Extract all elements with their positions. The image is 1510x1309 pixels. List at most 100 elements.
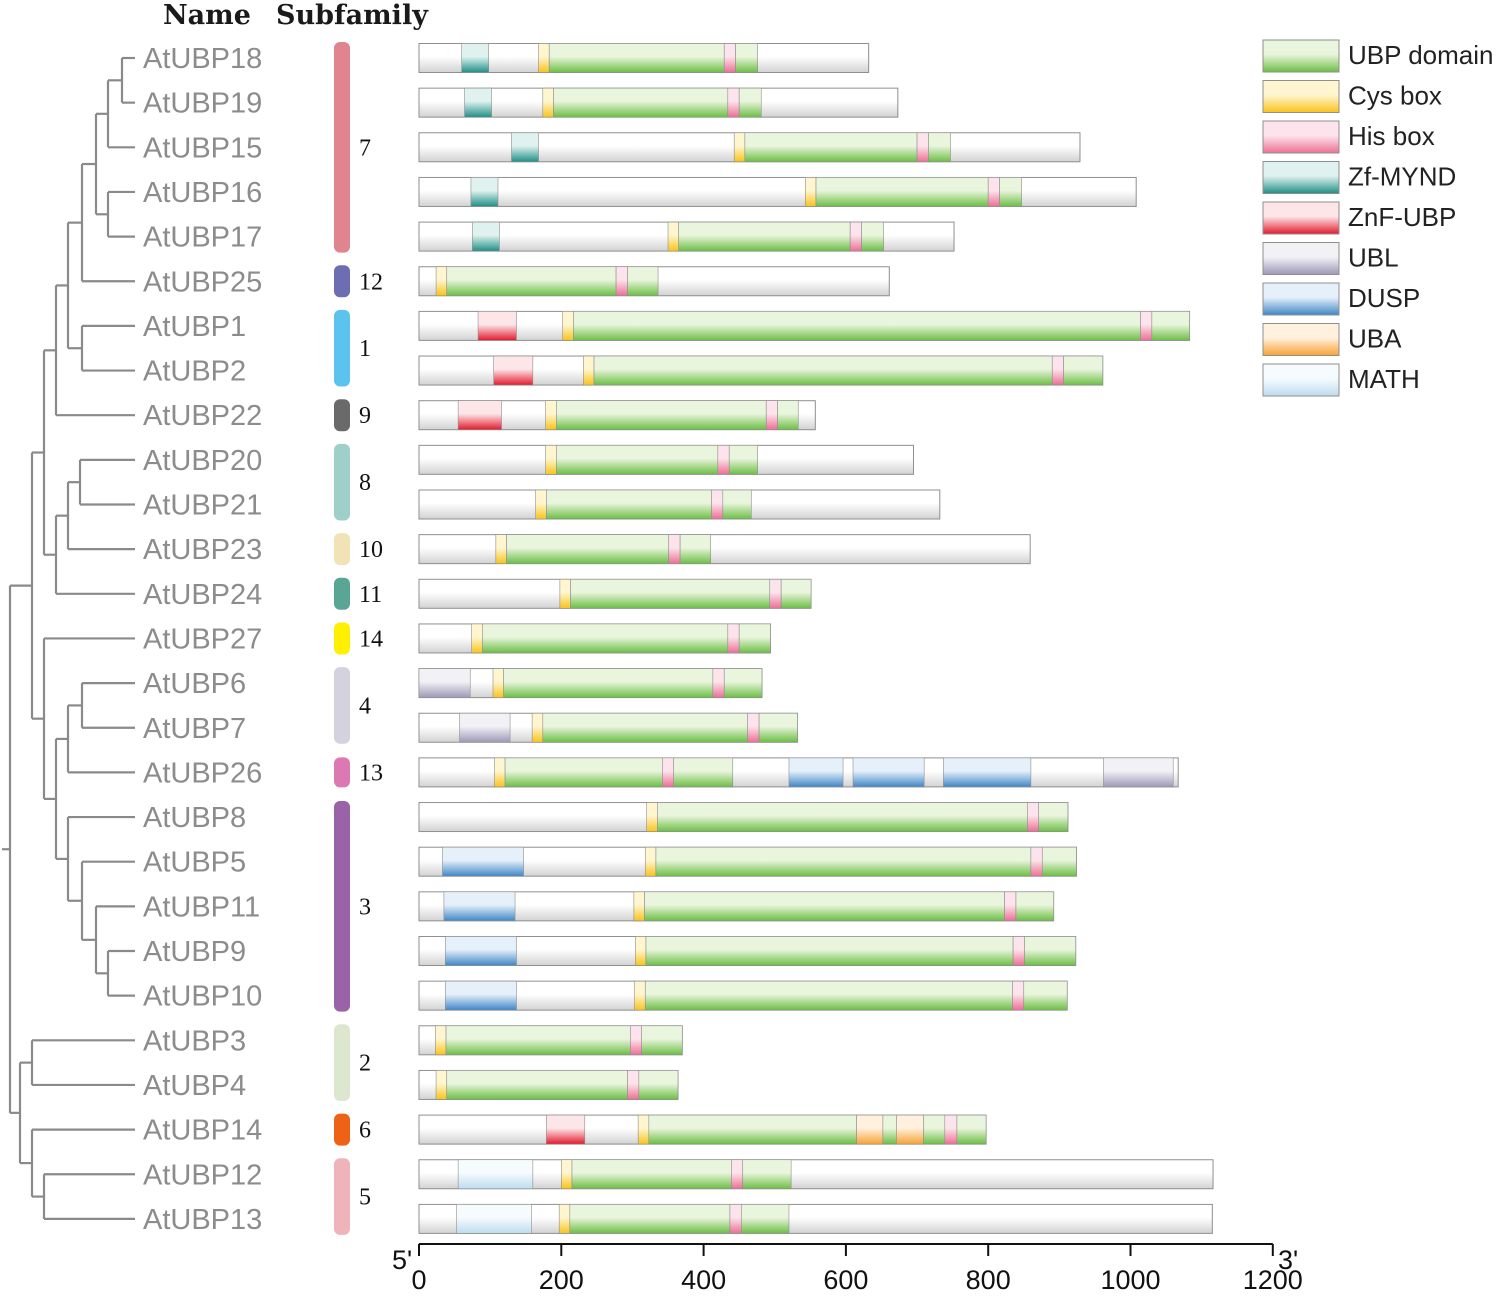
his-domain-segment bbox=[727, 87, 740, 118]
ubp-domain-segment bbox=[735, 43, 758, 73]
gene-bar-atubp4 bbox=[418, 1069, 679, 1100]
cys-domain-segment bbox=[562, 311, 574, 341]
ubp-domain-segment bbox=[645, 936, 1014, 966]
gene-label-atubp18: AtUBP18 bbox=[143, 43, 262, 75]
his-domain-segment bbox=[849, 221, 862, 252]
his-domain-segment bbox=[662, 757, 675, 788]
length-axis: 5' 3' 0 200 400 600 800 1000 1200 bbox=[392, 1243, 1303, 1295]
his-domain-segment bbox=[711, 489, 724, 520]
five-prime-label: 5' bbox=[392, 1245, 412, 1275]
cys-domain-segment bbox=[435, 1025, 447, 1056]
his-domain-segment bbox=[668, 534, 681, 564]
subfamily-number-11: 11 bbox=[359, 582, 382, 608]
subfamily-bar-4 bbox=[334, 667, 350, 744]
cys-domain-segment bbox=[583, 355, 595, 386]
ubp-domain-segment bbox=[1015, 891, 1054, 922]
uba-domain-segment bbox=[856, 1114, 884, 1145]
ubp-domain-segment bbox=[673, 757, 734, 788]
subfamily-number-6: 6 bbox=[359, 1118, 371, 1144]
subfamily-number-7: 7 bbox=[359, 135, 371, 161]
znf-domain-segment bbox=[457, 400, 502, 431]
ubp-domain-segment bbox=[928, 132, 951, 163]
cys-domain-segment bbox=[538, 43, 550, 73]
ubp-domain-segment bbox=[741, 1204, 790, 1234]
zf-domain-segment bbox=[511, 132, 539, 163]
gene-label-atubp9: AtUBP9 bbox=[143, 936, 246, 968]
ubp-domain-segment bbox=[644, 980, 1013, 1011]
gene-bar-atubp27 bbox=[418, 623, 771, 654]
cys-domain-segment bbox=[545, 445, 557, 475]
gene-label-atubp11: AtUBP11 bbox=[143, 891, 260, 923]
gene-label-atubp13: AtUBP13 bbox=[143, 1204, 262, 1236]
his-domain-segment bbox=[1012, 936, 1025, 966]
dusp-domain-segment bbox=[442, 846, 524, 877]
legend-swatch-cys bbox=[1262, 80, 1340, 113]
ubp-domain-segment bbox=[570, 578, 771, 609]
gene-bar-atubp15 bbox=[418, 132, 1081, 163]
subfamily-bar-2 bbox=[334, 1024, 350, 1101]
gene-bar-atubp17 bbox=[418, 221, 955, 252]
protein-backbone bbox=[418, 1203, 1213, 1234]
legend-label-cys: Cys box bbox=[1348, 81, 1442, 111]
ubp-domain-segment bbox=[546, 489, 712, 520]
cys-domain-segment bbox=[542, 87, 554, 118]
ubp-domain-segment bbox=[738, 87, 762, 118]
legend-label-znf: ZnF-UBP bbox=[1348, 202, 1456, 232]
legend-label-zf: Zf-MYND bbox=[1348, 162, 1456, 192]
ubp-domain-segment bbox=[723, 668, 763, 698]
axis-tick-label: 800 bbox=[966, 1265, 1011, 1295]
gene-label-atubp23: AtUBP23 bbox=[143, 534, 262, 566]
legend-label-dusp: DUSP bbox=[1348, 283, 1420, 313]
ubp-domain-segment bbox=[446, 1070, 628, 1100]
gene-label-atubp24: AtUBP24 bbox=[143, 579, 262, 611]
gene-bar-atubp16 bbox=[418, 176, 1137, 207]
dusp-domain-segment bbox=[445, 936, 517, 966]
cys-domain-segment bbox=[558, 1204, 571, 1234]
his-domain-segment bbox=[916, 132, 929, 163]
his-domain-segment bbox=[630, 1025, 642, 1056]
ubp-domain-segment bbox=[728, 445, 758, 475]
cys-domain-segment bbox=[646, 802, 658, 832]
cys-domain-segment bbox=[733, 132, 746, 163]
gene-name-list: AtUBP18 AtUBP19 AtUBP15 AtUBP16 AtUBP17 AtUBP… bbox=[143, 43, 262, 1236]
dusp-domain-segment bbox=[943, 757, 1032, 788]
ubp-domain-segment bbox=[556, 400, 767, 431]
ubp-domain-segment bbox=[655, 846, 1032, 877]
dusp-domain-segment bbox=[852, 757, 925, 788]
subfamily-number-12: 12 bbox=[359, 269, 383, 295]
gene-label-atubp20: AtUBP20 bbox=[143, 445, 262, 477]
ubp-domain-segment bbox=[593, 355, 1053, 386]
gene-bar-atubp13 bbox=[418, 1203, 1213, 1234]
ubp-domain-segment bbox=[738, 623, 771, 654]
cys-domain-segment bbox=[471, 623, 483, 654]
domain-legend: UBP domain Cys box His box Zf-MYND ZnF-UBP UB… bbox=[1262, 39, 1494, 397]
ubp-domain-segment bbox=[506, 534, 670, 564]
znf-domain-segment bbox=[477, 311, 517, 341]
ubp-domain-segment bbox=[679, 534, 712, 564]
gene-bar-atubp8 bbox=[418, 802, 1069, 833]
gene-bar-atubp6 bbox=[418, 668, 763, 699]
ubp-domain-segment bbox=[1023, 980, 1068, 1011]
cys-domain-segment bbox=[667, 221, 679, 252]
gene-bar-atubp20 bbox=[418, 444, 914, 475]
cys-domain-segment bbox=[560, 1159, 573, 1190]
gene-bar-atubp19 bbox=[418, 87, 899, 118]
gene-label-atubp4: AtUBP4 bbox=[143, 1070, 246, 1102]
axis-tick-label: 0 bbox=[411, 1265, 426, 1295]
gene-bar-atubp14 bbox=[418, 1114, 987, 1145]
cys-domain-segment bbox=[644, 846, 657, 877]
ubp-domain-segment bbox=[553, 87, 729, 118]
gene-label-atubp15: AtUBP15 bbox=[143, 132, 262, 164]
ubp-domain-segment bbox=[627, 266, 659, 297]
cys-domain-segment bbox=[545, 400, 557, 431]
ubp-domain-segment bbox=[644, 891, 1005, 922]
phylogenetic-tree bbox=[2, 56, 135, 1221]
subfamily-bar-9 bbox=[334, 399, 350, 432]
ubp-domain-segment bbox=[923, 1114, 946, 1145]
his-domain-segment bbox=[944, 1114, 958, 1145]
gene-label-atubp12: AtUBP12 bbox=[143, 1159, 262, 1191]
three-prime-label: 3' bbox=[1278, 1245, 1298, 1275]
math-domain-segment bbox=[457, 1159, 534, 1190]
gene-label-atubp14: AtUBP14 bbox=[143, 1115, 262, 1147]
ubl-domain-segment bbox=[459, 712, 511, 743]
